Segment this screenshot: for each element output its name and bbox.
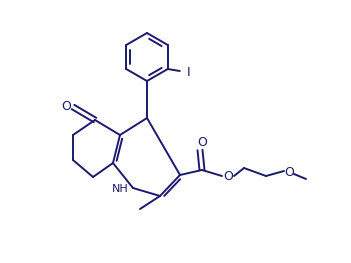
Text: I: I	[187, 65, 191, 78]
Text: NH: NH	[112, 184, 128, 194]
Text: O: O	[197, 135, 207, 149]
Text: O: O	[223, 169, 233, 183]
Text: O: O	[61, 100, 71, 114]
Text: O: O	[284, 165, 294, 179]
